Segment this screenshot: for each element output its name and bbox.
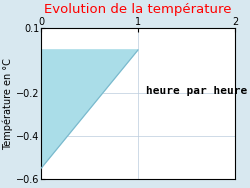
Title: Evolution de la température: Evolution de la température (44, 3, 232, 16)
Y-axis label: Température en °C: Température en °C (3, 58, 13, 150)
Text: heure par heure: heure par heure (146, 86, 247, 96)
Polygon shape (41, 50, 138, 168)
